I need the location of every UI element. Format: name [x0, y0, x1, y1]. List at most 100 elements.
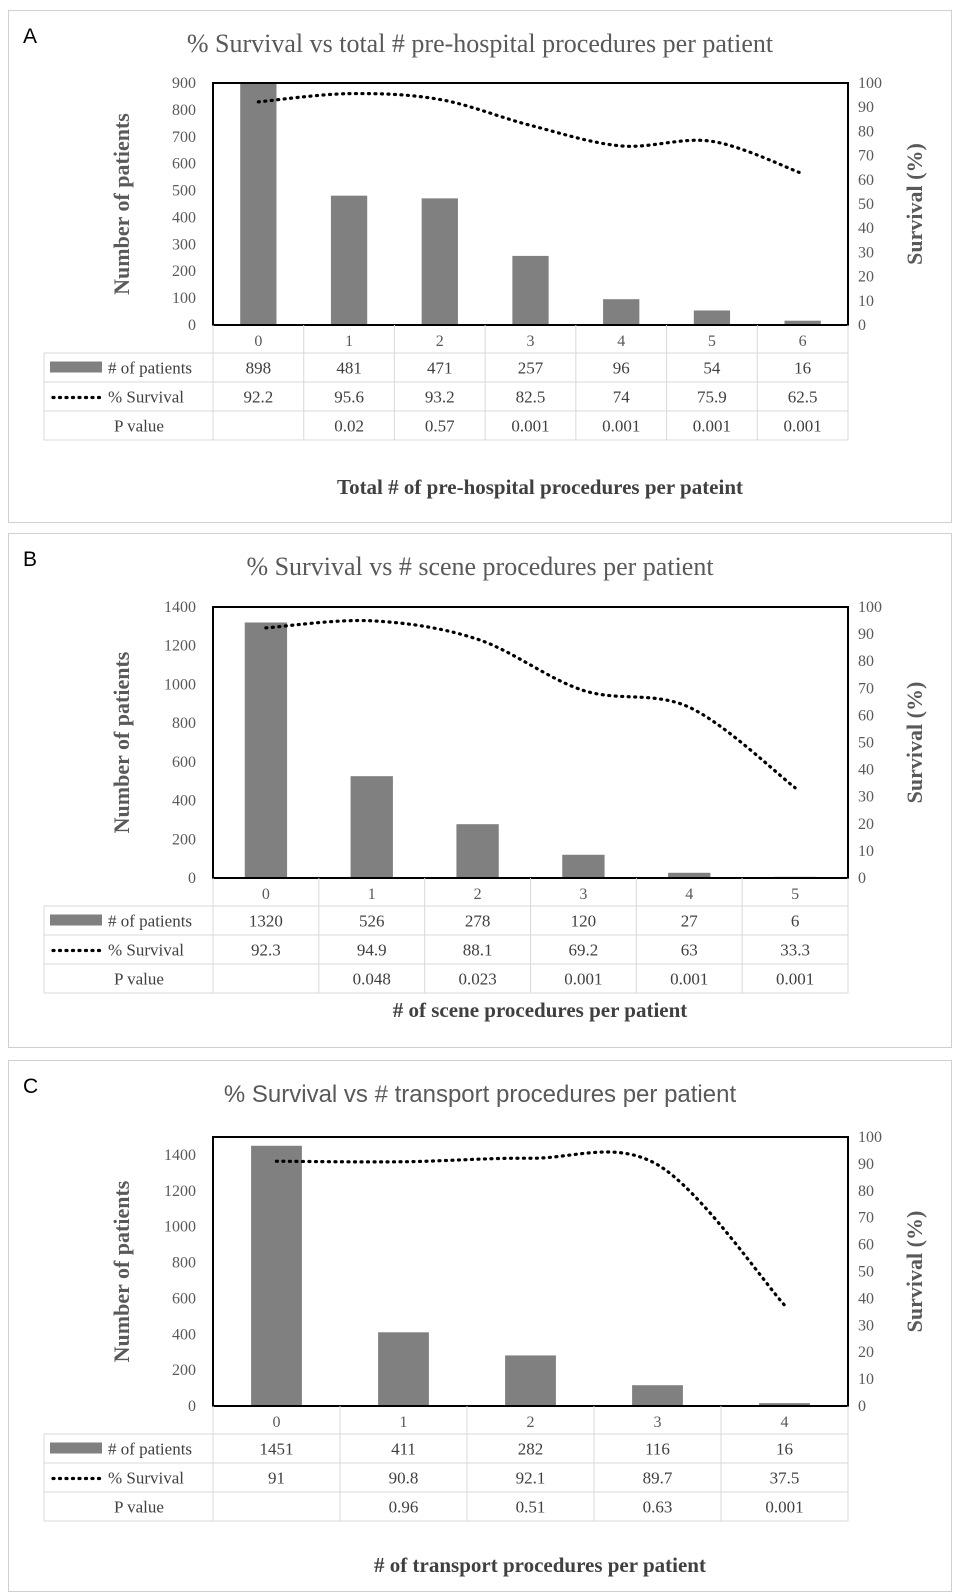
y2-tick-label: 20	[858, 816, 874, 833]
table-cell-survival: 75.9	[697, 388, 727, 407]
y2-tick-label: 80	[858, 1183, 874, 1200]
legend-label-survival: % Survival	[108, 1469, 184, 1488]
table-cell-pvalue: 0.001	[693, 417, 731, 436]
x-tick-label: 2	[436, 333, 444, 350]
y2-tick-label: 100	[858, 599, 882, 616]
bar	[350, 776, 393, 878]
table-cell-survival: 37.5	[770, 1469, 800, 1488]
bar	[512, 255, 549, 325]
x-tick-label: 2	[527, 1414, 535, 1431]
table-cell-pvalue: 0.51	[516, 1498, 546, 1517]
y-tick-label: 200	[172, 831, 196, 848]
chart-title: % Survival vs total # pre-hospital proce…	[186, 29, 774, 58]
y2-tick-label: 70	[858, 1210, 874, 1227]
y2-axis-title: Survival (%)	[902, 682, 927, 804]
x-axis-title: Total # of pre-hospital procedures per p…	[336, 475, 744, 499]
x-axis-title: # of transport procedures per patient	[374, 1553, 706, 1577]
y-axis-title: Number of patients	[109, 1180, 134, 1362]
y2-tick-label: 70	[858, 148, 874, 165]
y-tick-label: 1000	[164, 676, 196, 693]
table-cell-patients: 526	[359, 912, 385, 931]
y2-tick-label: 30	[858, 1317, 874, 1334]
table-cell-survival: 92.2	[243, 388, 273, 407]
chart-svg: 0100200300400500600700800900010203040506…	[43, 75, 927, 441]
y-tick-label: 300	[172, 236, 196, 253]
survival-line	[256, 91, 805, 176]
row-label-pvalue: P value	[114, 970, 164, 989]
y2-tick-label: 60	[858, 1237, 874, 1254]
y-tick-label: 0	[188, 1398, 196, 1415]
y2-axis-title: Survival (%)	[902, 1211, 927, 1333]
y2-tick-label: 90	[858, 99, 874, 116]
table-cell-survival: 90.8	[389, 1469, 419, 1488]
table-cell-pvalue: 0.001	[784, 417, 822, 436]
y-axis-title: Number of patients	[109, 113, 134, 295]
bar	[505, 1355, 556, 1406]
table-cell-pvalue: 0.001	[511, 417, 549, 436]
y-tick-label: 400	[172, 209, 196, 226]
plot-frame	[212, 606, 849, 879]
x-tick-label: 3	[654, 1414, 662, 1431]
y-tick-label: 1200	[164, 1183, 196, 1200]
y-tick-label: 1400	[164, 1147, 196, 1164]
legend-label-survival: % Survival	[108, 941, 184, 960]
y2-tick-label: 100	[858, 75, 882, 92]
legend-label-patients: # of patients	[108, 359, 192, 378]
chart-panel-c: C % Survival vs # transport procedures p…	[8, 1060, 952, 1592]
x-axis-title: # of scene procedures per patient	[392, 998, 688, 1022]
y2-tick-label: 60	[858, 707, 874, 724]
bar	[378, 1332, 429, 1406]
y-tick-label: 200	[172, 1362, 196, 1379]
y2-tick-label: 90	[858, 626, 874, 643]
table-cell-survival: 63	[681, 941, 698, 960]
y-tick-label: 0	[188, 317, 196, 334]
table-cell-survival: 92.1	[516, 1469, 546, 1488]
table-cell-pvalue: 0.001	[776, 970, 814, 989]
table-cell-patients: 120	[571, 912, 597, 931]
bar	[330, 195, 368, 325]
bar	[693, 310, 731, 325]
panel-letter: C	[23, 1075, 39, 1098]
y2-tick-label: 10	[858, 293, 874, 310]
y-tick-label: 900	[172, 75, 196, 92]
y-tick-label: 1400	[164, 599, 196, 616]
y2-tick-label: 70	[858, 680, 874, 697]
x-tick-label: 4	[781, 1414, 789, 1431]
y-tick-label: 400	[172, 793, 196, 810]
y2-tick-label: 0	[858, 1398, 866, 1415]
chart-title: % Survival vs # scene procedures per pat…	[246, 552, 714, 581]
y2-tick-label: 40	[858, 220, 874, 237]
survival-line	[274, 1150, 787, 1307]
table-cell-pvalue: 0.02	[334, 417, 364, 436]
x-tick-label: 4	[617, 333, 625, 350]
y2-tick-label: 100	[858, 1129, 882, 1146]
bar	[251, 1145, 302, 1406]
table-cell-survival: 88.1	[463, 941, 493, 960]
y2-tick-label: 90	[858, 1156, 874, 1173]
table-cell-survival: 69.2	[569, 941, 599, 960]
x-tick-label: 4	[685, 886, 693, 903]
table-cell-patients: 116	[645, 1440, 670, 1459]
y-tick-label: 800	[172, 1255, 196, 1272]
table-cell-pvalue: 0.001	[602, 417, 640, 436]
x-tick-label: 0	[254, 333, 262, 350]
plot-frame	[212, 82, 849, 326]
table-cell-patients: 6	[791, 912, 800, 931]
y-tick-label: 100	[172, 290, 196, 307]
y-tick-label: 800	[172, 715, 196, 732]
table-cell-pvalue: 0.001	[765, 1498, 803, 1517]
row-label-pvalue: P value	[114, 417, 164, 436]
y-tick-label: 0	[188, 870, 196, 887]
table-cell-patients: 898	[246, 359, 272, 378]
y2-tick-label: 40	[858, 1290, 874, 1307]
y-tick-label: 400	[172, 1326, 196, 1343]
chart-svg: 0200400600800100012001400010203040506070…	[43, 599, 927, 994]
table-cell-patients: 16	[776, 1440, 793, 1459]
x-tick-label: 5	[708, 333, 716, 350]
legend-bar-swatch	[50, 1442, 102, 1454]
legend-bar-swatch	[50, 914, 102, 926]
x-tick-label: 1	[345, 333, 353, 350]
y2-tick-label: 10	[858, 843, 874, 860]
legend-label-survival: % Survival	[108, 388, 184, 407]
table-cell-pvalue: 0.023	[458, 970, 496, 989]
